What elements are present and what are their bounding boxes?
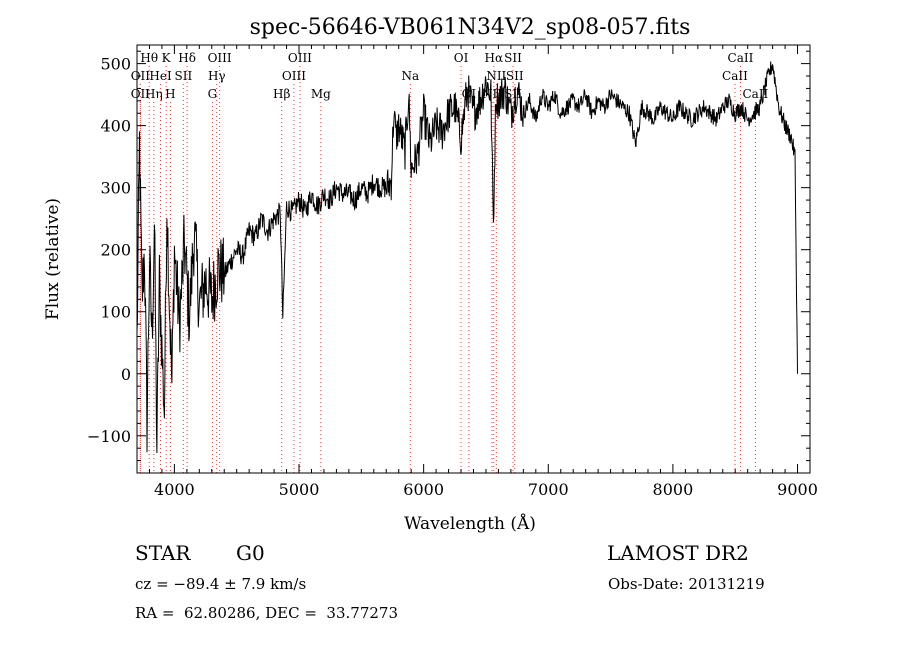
- line-marker-label: OI: [454, 51, 469, 65]
- line-marker-label: CaII: [728, 51, 754, 65]
- line-marker-label: Hη: [145, 87, 163, 101]
- coordinates: RA = 62.80286, DEC = 33.77273: [135, 604, 399, 622]
- line-marker-label: SII: [506, 69, 524, 83]
- object-class: STAR: [135, 541, 191, 565]
- observation-date: Obs-Date: 20131219: [608, 575, 765, 593]
- y-tick-label: 200: [100, 241, 131, 260]
- line-marker-label: OIII: [288, 51, 312, 65]
- line-marker-label: Hγ: [208, 69, 226, 83]
- y-tick-label: 300: [100, 179, 131, 198]
- redshift-cz: cz = −89.4 ± 7.9 km/s: [135, 575, 307, 593]
- line-marker-label: CaII: [722, 69, 748, 83]
- line-marker-label: Hδ: [178, 51, 196, 65]
- y-tick-label: 400: [100, 117, 131, 136]
- line-marker-label: Hα: [485, 51, 504, 65]
- line-marker-label: Mg: [311, 87, 331, 101]
- line-marker-label: OIII: [208, 51, 232, 65]
- y-tick-label: 0: [121, 365, 131, 384]
- y-tick-label: −100: [87, 427, 131, 446]
- survey-name: LAMOST DR2: [607, 541, 749, 565]
- x-tick-label: 4000: [154, 480, 195, 499]
- line-marker-label: SII: [175, 69, 193, 83]
- axes: 4000 5000 6000 7000 8000 9000 −100 0 100 200 300 40…: [87, 45, 818, 499]
- line-marker-label: Hβ: [273, 87, 290, 101]
- x-tick-label: 9000: [777, 480, 818, 499]
- y-tick-label: 100: [100, 303, 131, 322]
- x-axis-label: Wavelength (Å): [404, 513, 536, 534]
- chart-title: spec-56646-VB061N34V2_sp08-057.fits: [250, 15, 691, 40]
- y-tick-label: 500: [100, 55, 131, 74]
- spectrum-line: [136, 61, 798, 454]
- line-marker-label: SII: [504, 51, 522, 65]
- line-marker-label: Hθ: [140, 51, 158, 65]
- y-axis-label: Flux (relative): [43, 198, 63, 320]
- line-marker-label: G: [208, 87, 218, 101]
- x-tick-label: 8000: [653, 480, 694, 499]
- x-tick-label: 6000: [403, 480, 444, 499]
- line-marker-label: H: [165, 87, 175, 101]
- line-marker-label: NII: [486, 69, 506, 83]
- x-tick-label: 7000: [528, 480, 569, 499]
- line-marker-label: OII: [131, 87, 151, 101]
- line-marker-label: Na: [401, 69, 419, 83]
- x-tick-label: 5000: [279, 480, 320, 499]
- line-marker-label: OIII: [282, 69, 306, 83]
- plot-frame: [136, 44, 811, 474]
- line-marker-label: K: [162, 51, 172, 65]
- line-marker-label: HeI: [149, 69, 172, 83]
- object-subclass: G0: [236, 541, 265, 565]
